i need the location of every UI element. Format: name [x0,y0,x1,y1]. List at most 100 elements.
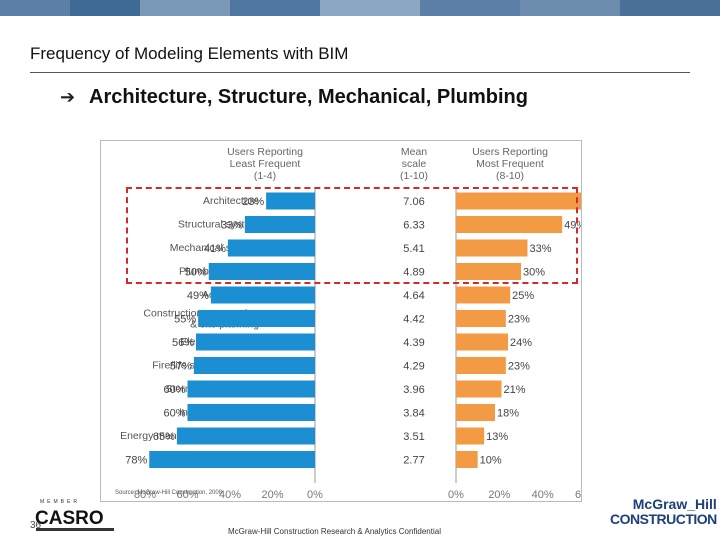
label-mean-scale: 2.77 [403,455,424,467]
bar-least-frequent [196,333,315,351]
label-mean-scale: 4.42 [403,314,424,326]
casro-underline [36,528,114,531]
label-least-frequent: 55% [174,314,196,326]
bar-most-frequent [456,451,478,468]
page-number: 36 [30,520,42,531]
header-mid-line: Mean [401,146,427,158]
label-least-frequent: 56% [172,337,194,349]
label-least-frequent: 78% [125,455,147,467]
bar-most-frequent [456,333,508,351]
bar-most-frequent [456,310,506,327]
label-most-frequent: 13% [486,431,508,443]
left-x-tick: 20% [261,489,283,501]
label-least-frequent: 60% [163,384,185,396]
label-least-frequent: 57% [170,361,192,373]
header-left-line: (1-4) [254,170,276,182]
label-most-frequent: 10% [480,455,502,467]
bar-least-frequent [210,286,315,304]
bar-most-frequent [456,286,511,304]
bullet-arrow-icon: ➔ [60,87,76,107]
bar-most-frequent [456,216,563,233]
label-mean-scale: 4.29 [403,361,424,373]
label-most-frequent: 24% [510,337,532,349]
bar-least-frequent [176,427,315,445]
top-bar-segment [140,0,230,16]
top-bar-segment [620,0,720,16]
bar-most-frequent [456,380,502,398]
bar-least-frequent [149,451,315,468]
bar-most-frequent [456,192,581,210]
label-least-frequent: 65% [153,431,175,443]
label-mean-scale: 3.51 [403,431,424,443]
footer-text: McGraw-Hill Construction Research & Anal… [228,527,441,536]
bar-most-frequent [456,357,506,374]
label-mean-scale: 6.33 [403,220,424,232]
label-least-frequent: 60% [163,408,185,420]
top-bar-segment [320,0,420,16]
top-bar-segment [420,0,520,16]
label-mean-scale: 5.41 [403,243,424,255]
label-mean-scale: 3.84 [403,408,424,420]
highlight-box [126,187,578,284]
slide-title: Frequency of Modeling Elements with BIM [30,44,349,63]
label-mean-scale: 7.06 [403,196,424,208]
bar-most-frequent [456,404,495,421]
chart-source: Source: McGraw-Hill Construction, 2008 [115,490,223,496]
header-left-line: Users Reporting [227,146,303,158]
header-left-line: Least Frequent [230,158,301,170]
label-mean-scale: 4.64 [403,290,424,302]
label-least-frequent: 49% [187,290,209,302]
top-bar-segment [230,0,320,16]
casro-tagline: MEMBER [40,499,80,505]
right-x-tick: 60% [575,489,581,501]
left-x-tick: 80% [134,489,156,501]
label-least-frequent: 23% [242,196,264,208]
left-x-tick: 40% [219,489,241,501]
label-most-frequent: 25% [512,290,534,302]
bar-least-frequent [198,310,315,327]
label-mean-scale: 4.89 [403,267,424,279]
bar-least-frequent [266,192,315,210]
label-least-frequent: 50% [185,267,207,279]
bar-least-frequent [187,404,315,421]
bar-least-frequent [208,263,315,280]
bullet-text: Architecture, Structure, Mechanical, Plu… [89,86,528,108]
category-label: Structural system [178,219,259,231]
label-most-frequent: 33% [530,243,552,255]
label-most-frequent: 30% [523,267,545,279]
header-right-line: (8-10) [496,170,524,182]
bar-least-frequent [193,357,315,374]
bar-most-frequent [456,263,521,280]
right-x-tick: 20% [488,489,510,501]
label-most-frequent: 21% [504,384,526,396]
bar-least-frequent [227,239,315,257]
header-mid-line: scale [402,158,427,170]
label-mean-scale: 3.96 [403,384,424,396]
title-underline [30,72,690,73]
top-bar-segment [520,0,620,16]
label-least-frequent: 33% [221,220,243,232]
bar-least-frequent [187,380,315,398]
label-mean-scale: 4.39 [403,337,424,349]
top-bar-segment [0,0,70,16]
label-least-frequent: 41% [204,243,226,255]
mh-logo-line1: McGraw_Hill [632,496,717,512]
mcgraw-hill-logo: McGraw_Hill CONSTRUCTION [610,497,717,527]
right-x-tick: 40% [532,489,554,501]
bar-least-frequent [244,216,315,233]
left-x-tick: 60% [176,489,198,501]
label-most-frequent: 23% [508,361,530,373]
top-decorative-bar [0,0,720,16]
casro-logo: CASRO [35,508,104,529]
label-most-frequent: 23% [508,314,530,326]
left-x-tick: 0% [307,489,323,501]
header-mid-line: (1-10) [400,170,428,182]
bar-most-frequent [456,239,528,257]
mh-logo-line2: CONSTRUCTION [610,511,717,527]
label-most-frequent: 18% [497,408,519,420]
bar-chart: Users Reporting Least Frequent (1-4) Mean sc… [100,140,582,502]
bar-most-frequent [456,427,485,445]
right-x-tick: 0% [448,489,464,501]
header-right-line: Users Reporting [472,146,548,158]
